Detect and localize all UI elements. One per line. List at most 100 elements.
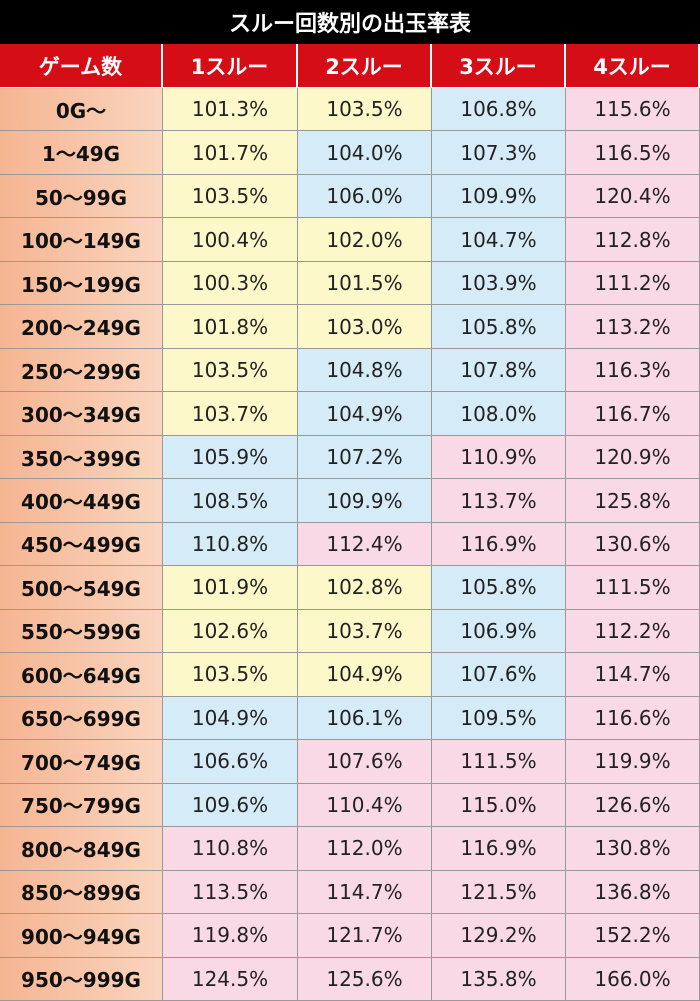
row-label: 250〜299G (0, 348, 163, 393)
rate-cell: 101.5% (298, 261, 432, 306)
rate-cell: 115.0% (432, 783, 566, 828)
rate-cell: 166.0% (566, 957, 700, 1001)
rate-cell: 116.9% (432, 827, 566, 871)
row-label: 1〜49G (0, 131, 163, 175)
rate-cell: 107.3% (432, 131, 566, 175)
rate-cell: 126.6% (566, 783, 700, 828)
rate-cell: 114.7% (566, 653, 700, 697)
rate-cell: 109.9% (298, 479, 432, 523)
rate-cell: 107.8% (432, 348, 566, 393)
rate-cell: 108.5% (163, 479, 298, 523)
header-cell: 2スルー (298, 44, 432, 88)
row-label: 550〜599G (0, 609, 163, 654)
rate-cell: 130.6% (566, 522, 700, 567)
rate-cell: 111.2% (566, 261, 700, 306)
header-cell: 3スルー (432, 44, 566, 88)
rate-cell: 116.6% (566, 696, 700, 741)
rate-cell: 101.3% (163, 88, 298, 132)
rate-cell: 152.2% (566, 914, 700, 958)
rate-cell: 120.9% (566, 435, 700, 480)
rate-cell: 106.0% (298, 174, 432, 219)
rate-cell: 130.8% (566, 827, 700, 871)
rate-cell: 105.9% (163, 435, 298, 480)
row-label: 950〜999G (0, 957, 163, 1001)
rate-cell: 110.9% (432, 435, 566, 480)
row-label: 100〜149G (0, 218, 163, 262)
rate-cell: 116.9% (432, 522, 566, 567)
row-label: 700〜749G (0, 740, 163, 784)
header-cell: 4スルー (566, 44, 700, 88)
rate-cell: 104.8% (298, 348, 432, 393)
rate-cell: 100.3% (163, 261, 298, 306)
row-label: 750〜799G (0, 783, 163, 828)
rate-cell: 103.5% (163, 653, 298, 697)
rate-cell: 116.3% (566, 348, 700, 393)
rate-cell: 107.6% (432, 653, 566, 697)
rate-cell: 103.5% (298, 88, 432, 132)
rate-cell: 106.9% (432, 609, 566, 654)
rate-cell: 104.9% (298, 392, 432, 436)
rate-cell: 112.0% (298, 827, 432, 871)
header-cell: ゲーム数 (0, 44, 163, 88)
rate-cell: 106.6% (163, 740, 298, 784)
rate-cell: 103.5% (163, 174, 298, 219)
rate-cell: 113.2% (566, 305, 700, 349)
row-label: 200〜249G (0, 305, 163, 349)
rate-cell: 107.6% (298, 740, 432, 784)
rate-cell: 110.8% (163, 827, 298, 871)
rate-cell: 103.7% (163, 392, 298, 436)
rate-cell: 103.0% (298, 305, 432, 349)
row-label: 850〜899G (0, 870, 163, 915)
rate-cell: 103.5% (163, 348, 298, 393)
rate-cell: 106.8% (432, 88, 566, 132)
rate-cell: 112.4% (298, 522, 432, 567)
rate-cell: 116.5% (566, 131, 700, 175)
rate-cell: 125.8% (566, 479, 700, 523)
rate-cell: 124.5% (163, 957, 298, 1001)
rate-cell: 129.2% (432, 914, 566, 958)
rate-cell: 120.4% (566, 174, 700, 219)
rate-cell: 113.5% (163, 870, 298, 915)
header-cell: 1スルー (163, 44, 298, 88)
rate-cell: 113.7% (432, 479, 566, 523)
rate-cell: 109.5% (432, 696, 566, 741)
rate-cell: 125.6% (298, 957, 432, 1001)
rate-cell: 101.9% (163, 566, 298, 610)
row-label: 50〜99G (0, 174, 163, 219)
row-label: 450〜499G (0, 522, 163, 567)
rate-cell: 112.2% (566, 609, 700, 654)
row-label: 800〜849G (0, 827, 163, 871)
rate-cell: 102.0% (298, 218, 432, 262)
rate-cell: 103.7% (298, 609, 432, 654)
rate-cell: 100.4% (163, 218, 298, 262)
rate-cell: 108.0% (432, 392, 566, 436)
rate-cell: 105.8% (432, 305, 566, 349)
row-label: 0G〜 (0, 88, 163, 132)
rate-cell: 136.8% (566, 870, 700, 915)
rate-cell: 111.5% (566, 566, 700, 610)
rate-cell: 106.1% (298, 696, 432, 741)
row-label: 600〜649G (0, 653, 163, 697)
rate-cell: 119.8% (163, 914, 298, 958)
rate-cell: 110.4% (298, 783, 432, 828)
rate-cell: 112.8% (566, 218, 700, 262)
rate-cell: 116.7% (566, 392, 700, 436)
row-label: 500〜549G (0, 566, 163, 610)
rate-cell: 104.9% (298, 653, 432, 697)
rate-cell: 114.7% (298, 870, 432, 915)
rate-cell: 103.9% (432, 261, 566, 306)
rate-cell: 121.7% (298, 914, 432, 958)
rate-cell: 101.7% (163, 131, 298, 175)
rate-cell: 111.5% (432, 740, 566, 784)
rate-cell: 105.8% (432, 566, 566, 610)
rate-cell: 110.8% (163, 522, 298, 567)
rate-cell: 104.7% (432, 218, 566, 262)
rate-cell: 135.8% (432, 957, 566, 1001)
table-title: スルー回数別の出玉率表 (0, 0, 700, 44)
row-label: 350〜399G (0, 435, 163, 480)
rate-cell: 102.6% (163, 609, 298, 654)
rate-cell: 102.8% (298, 566, 432, 610)
row-label: 150〜199G (0, 261, 163, 306)
row-label: 300〜349G (0, 392, 163, 436)
